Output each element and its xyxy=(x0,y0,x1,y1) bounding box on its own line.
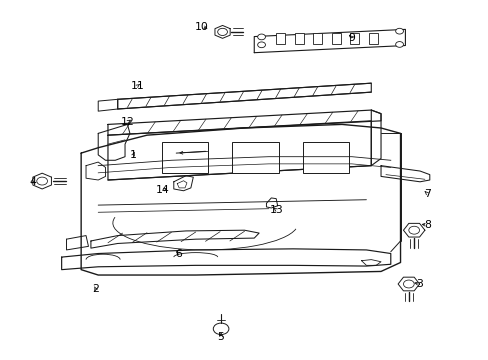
Text: 12: 12 xyxy=(121,117,134,127)
Polygon shape xyxy=(66,235,88,250)
Bar xyxy=(303,142,348,173)
Polygon shape xyxy=(254,30,405,53)
Text: 10: 10 xyxy=(194,22,208,32)
Text: 8: 8 xyxy=(423,220,430,230)
Polygon shape xyxy=(177,181,186,188)
Circle shape xyxy=(408,226,419,234)
Polygon shape xyxy=(173,176,193,191)
Bar xyxy=(161,142,207,173)
Polygon shape xyxy=(118,83,370,109)
Text: 2: 2 xyxy=(92,284,99,294)
Bar xyxy=(294,33,303,44)
Polygon shape xyxy=(33,173,51,189)
Polygon shape xyxy=(61,249,390,270)
Polygon shape xyxy=(86,162,105,180)
Bar xyxy=(331,33,340,44)
Polygon shape xyxy=(397,277,419,291)
Circle shape xyxy=(395,41,403,47)
Text: 1: 1 xyxy=(130,150,137,160)
Circle shape xyxy=(257,34,265,40)
Polygon shape xyxy=(380,166,429,182)
Circle shape xyxy=(257,42,265,48)
Polygon shape xyxy=(108,110,380,135)
Polygon shape xyxy=(403,223,424,237)
Circle shape xyxy=(217,28,227,36)
Polygon shape xyxy=(266,198,277,208)
Polygon shape xyxy=(81,125,400,275)
Polygon shape xyxy=(91,230,259,248)
Text: 7: 7 xyxy=(423,189,430,199)
Bar xyxy=(349,33,358,44)
Text: 5: 5 xyxy=(217,332,224,342)
Bar xyxy=(276,33,285,44)
Polygon shape xyxy=(370,110,380,166)
Polygon shape xyxy=(98,125,130,160)
Text: 3: 3 xyxy=(416,279,423,289)
Bar xyxy=(232,142,278,173)
Circle shape xyxy=(37,177,47,185)
Text: 11: 11 xyxy=(130,81,144,91)
Text: 9: 9 xyxy=(347,33,354,42)
Text: 6: 6 xyxy=(175,248,182,258)
Polygon shape xyxy=(98,99,118,111)
Text: 4: 4 xyxy=(29,177,36,187)
Polygon shape xyxy=(361,260,380,265)
Circle shape xyxy=(395,28,403,34)
Polygon shape xyxy=(215,26,230,39)
Text: 13: 13 xyxy=(269,205,283,215)
Bar xyxy=(313,33,322,44)
Bar xyxy=(368,33,377,44)
Circle shape xyxy=(213,323,228,334)
Text: 14: 14 xyxy=(155,185,169,195)
Circle shape xyxy=(403,280,413,288)
Polygon shape xyxy=(108,121,370,180)
